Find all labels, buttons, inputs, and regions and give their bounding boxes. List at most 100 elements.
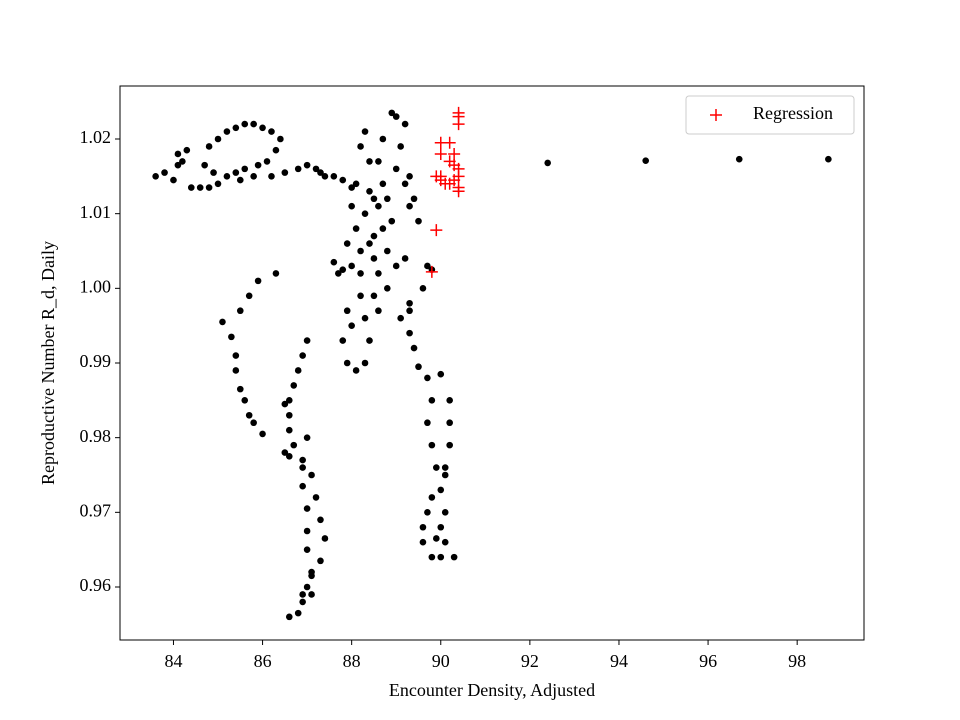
point [348, 262, 355, 270]
legend-marker [710, 109, 722, 121]
point [285, 613, 293, 621]
point [428, 494, 436, 501]
point [317, 516, 324, 524]
point [281, 449, 289, 456]
point [825, 155, 832, 163]
point [285, 426, 293, 434]
point [161, 169, 168, 176]
y-tick-label: 1.02 [80, 127, 112, 147]
point [370, 292, 378, 300]
point [401, 180, 409, 188]
point [446, 441, 453, 449]
point [303, 583, 311, 591]
point [196, 184, 204, 191]
point [735, 155, 743, 163]
point [312, 165, 320, 173]
point [424, 509, 431, 516]
point [245, 292, 253, 300]
point [152, 173, 159, 180]
point [361, 314, 369, 322]
plot-frame [119, 85, 865, 641]
point [450, 553, 458, 561]
point [232, 352, 240, 359]
y-tick-label: 0.98 [80, 426, 112, 446]
point [452, 118, 465, 131]
point [317, 169, 324, 176]
point [201, 161, 208, 169]
point [236, 307, 244, 315]
point [370, 232, 378, 240]
point [401, 120, 409, 128]
x-tick-label: 96 [699, 651, 717, 671]
point [250, 173, 257, 180]
point [214, 135, 222, 143]
point [397, 314, 404, 322]
point [272, 146, 280, 154]
point [392, 262, 400, 270]
point [437, 523, 445, 531]
point [223, 128, 231, 135]
point [174, 150, 182, 158]
point [379, 135, 387, 143]
point [370, 255, 378, 262]
point [406, 329, 413, 337]
point [357, 143, 364, 150]
point [232, 124, 240, 132]
point [183, 146, 191, 154]
point [424, 374, 431, 382]
point [419, 538, 427, 546]
x-tick-label: 94 [610, 651, 628, 671]
point [441, 471, 449, 479]
point [187, 184, 195, 191]
point [366, 158, 373, 165]
point [299, 456, 306, 464]
point [294, 165, 302, 173]
point [241, 120, 249, 128]
x-tick-label: 86 [254, 651, 272, 671]
point [330, 258, 338, 266]
point [366, 337, 373, 344]
y-tick-label: 0.96 [80, 575, 112, 595]
point [375, 158, 382, 165]
point [308, 572, 315, 580]
point [424, 419, 431, 427]
point [375, 270, 382, 277]
point [179, 158, 186, 165]
point [401, 255, 409, 262]
point [361, 210, 369, 217]
point [170, 176, 177, 184]
point [174, 161, 182, 169]
point [425, 265, 438, 278]
point [406, 307, 413, 315]
point [205, 143, 213, 150]
point [357, 292, 364, 300]
point [303, 527, 311, 535]
point [406, 299, 413, 307]
point [370, 195, 378, 203]
point [544, 159, 551, 167]
point [439, 177, 452, 190]
point [245, 411, 253, 419]
point [415, 217, 422, 225]
point [285, 397, 293, 404]
point [434, 170, 447, 183]
point [343, 359, 351, 367]
point [232, 367, 240, 374]
point [348, 184, 355, 191]
point [294, 609, 302, 617]
point [268, 173, 275, 180]
point [392, 113, 400, 120]
point [272, 270, 280, 277]
point [437, 486, 445, 494]
point [281, 400, 289, 408]
point [303, 434, 311, 441]
y-tick-label: 0.97 [80, 500, 112, 520]
point [299, 352, 306, 359]
y-tick-label: 1.01 [80, 202, 112, 222]
point [410, 195, 418, 203]
point [428, 397, 436, 404]
point [406, 202, 413, 210]
point [428, 441, 436, 449]
point [259, 430, 266, 438]
point [430, 224, 443, 237]
